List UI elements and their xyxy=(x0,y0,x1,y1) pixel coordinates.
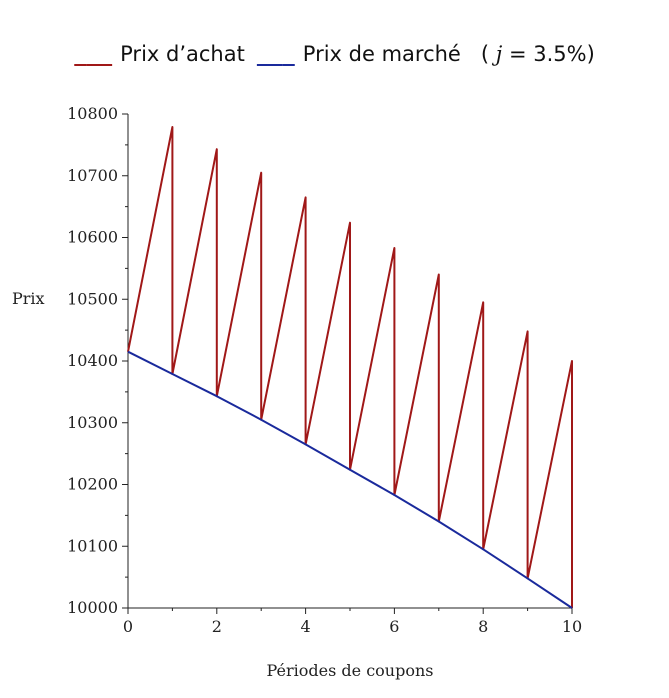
market-price-legend-label: Prix de marché xyxy=(302,42,461,66)
purchase-price-line xyxy=(127,126,573,608)
rate-note-open: ( xyxy=(480,42,490,66)
y-tick-label: 10600 xyxy=(67,228,118,247)
x-tick-label: 4 xyxy=(301,617,311,636)
rate-note: ( j = 3.5%) xyxy=(481,42,595,66)
axis-labels: 10000 10100 10200 10300 10400 10500 10600 10700… xyxy=(12,104,582,680)
y-tick-label: 10400 xyxy=(67,351,118,370)
market-price-line xyxy=(127,350,573,609)
y-tick-label: 10800 xyxy=(67,104,118,123)
y-axis-title: Prix xyxy=(12,289,45,308)
rate-note-variable: j xyxy=(495,42,503,66)
legend: ___ Prix d’achat ___ Prix de marché ( j … xyxy=(0,30,669,66)
x-tick-label: 0 xyxy=(123,617,133,636)
x-tick-label: 8 xyxy=(478,617,488,636)
x-tick-label: 10 xyxy=(562,617,582,636)
y-tick-label: 10200 xyxy=(67,475,118,494)
y-tick-label: 10000 xyxy=(67,598,118,617)
x-tick-label: 2 xyxy=(212,617,222,636)
y-tick-label: 10300 xyxy=(67,413,118,432)
purchase-price-legend-swatch: ___ xyxy=(74,42,113,66)
y-tick-label: 10700 xyxy=(67,166,118,185)
series-group xyxy=(127,126,573,609)
purchase-price-legend-label: Prix d’achat xyxy=(120,42,245,66)
y-tick-label: 10100 xyxy=(67,536,118,555)
y-tick-label: 10500 xyxy=(67,289,118,308)
x-axis-title: Périodes de coupons xyxy=(266,661,433,680)
x-tick-label: 6 xyxy=(389,617,399,636)
axes xyxy=(122,113,573,614)
market-price-legend-swatch: ___ xyxy=(256,42,295,66)
rate-note-value: = 3.5%) xyxy=(508,42,595,66)
